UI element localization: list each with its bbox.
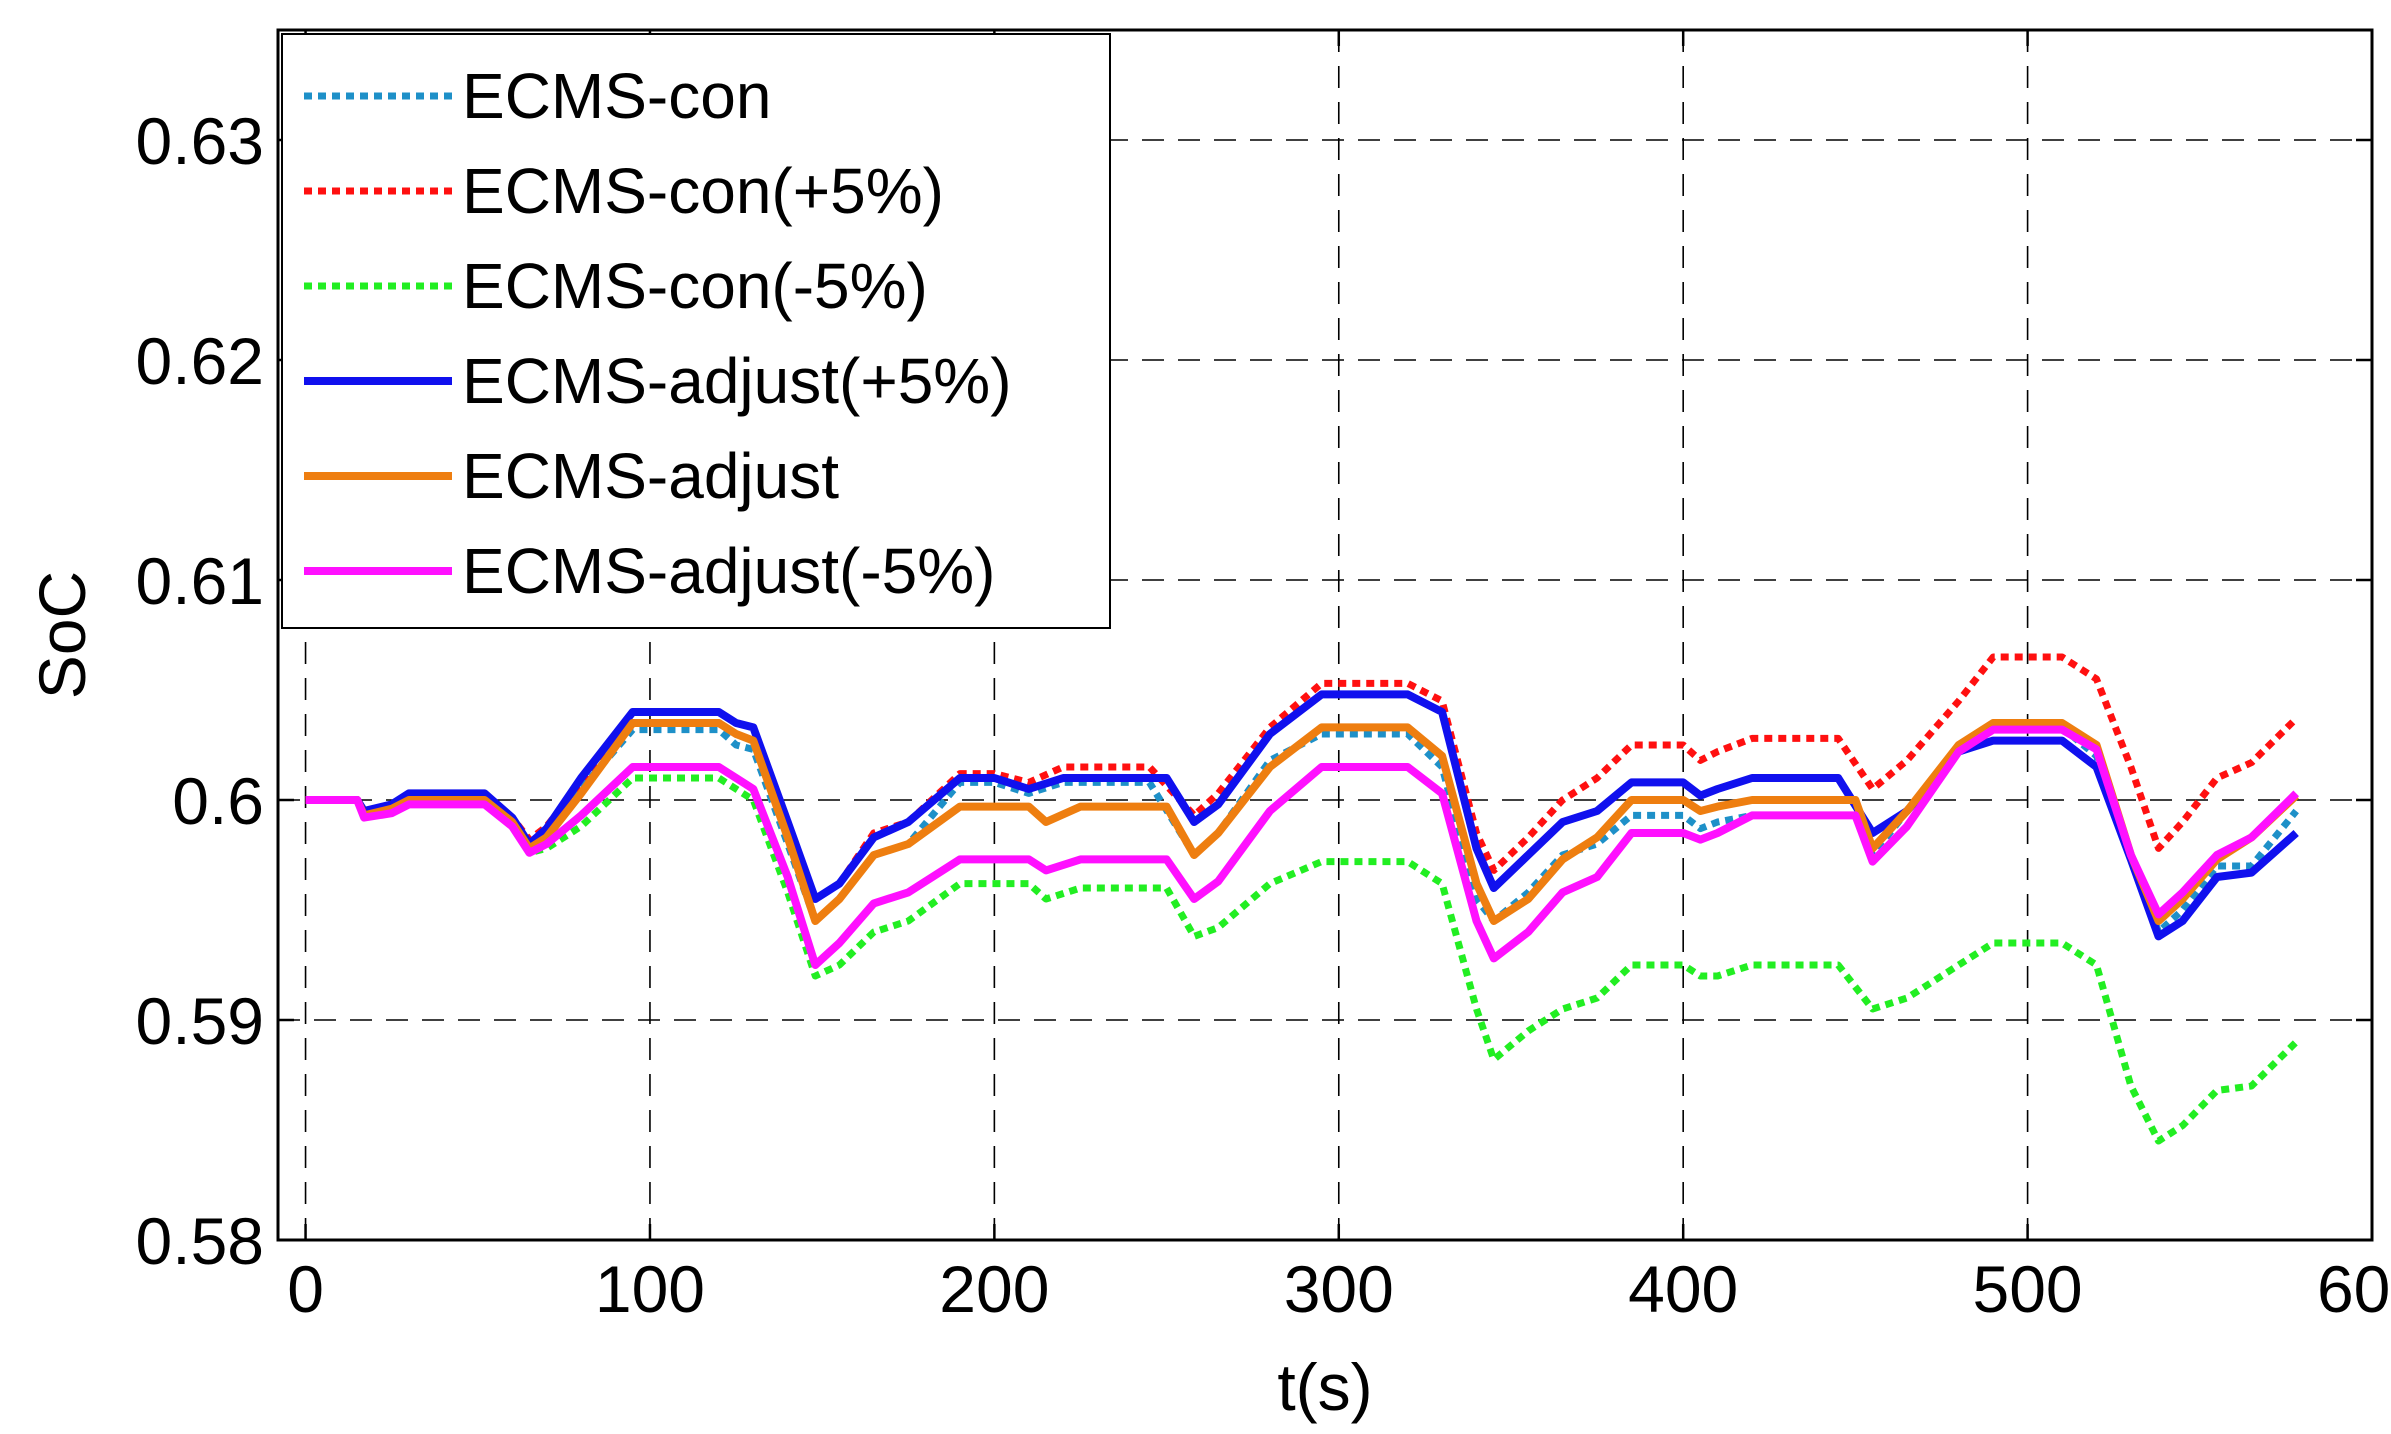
x-tick-label: 500 — [1973, 1252, 2083, 1326]
y-tick-label: 0.63 — [136, 104, 264, 178]
y-tick-label: 0.58 — [136, 1204, 264, 1278]
y-tick-label: 0.62 — [136, 324, 264, 398]
legend-label: ECMS-adjust — [462, 440, 839, 512]
legend-box — [281, 33, 1111, 629]
legend-label: ECMS-con(-5%) — [462, 250, 928, 322]
legend-label: ECMS-con(+5%) — [462, 155, 944, 227]
series-line-4 — [305, 719, 2299, 925]
x-tick-label: 300 — [1284, 1252, 1394, 1326]
y-axis-title: SoC — [25, 571, 99, 699]
series-line-2 — [305, 774, 2299, 1145]
series-line-1 — [305, 653, 2299, 903]
axis-ticks: 0 100 200 300 400 500 600 0.58 0.59 0.6 0.61 0.62 0.… — [136, 30, 2391, 1326]
legend-label: ECMS-adjust(-5%) — [462, 535, 995, 607]
y-tick-label: 0.61 — [136, 544, 264, 618]
x-tick-label: 200 — [939, 1252, 1049, 1326]
legend-label: ECMS-con — [462, 60, 771, 132]
y-tick-label: 0.59 — [136, 984, 264, 1058]
legend-label: ECMS-adjust(+5%) — [462, 345, 1012, 417]
x-tick-label: 400 — [1628, 1252, 1738, 1326]
series-lines — [305, 653, 2300, 1145]
x-tick-label: 100 — [595, 1252, 705, 1326]
legend: ECMS-con ECMS-con(+5%) ECMS-con(-5%) ECMS-a… — [281, 33, 1111, 629]
x-axis-title: t(s) — [1277, 1350, 1372, 1424]
y-tick-label: 0.6 — [172, 764, 264, 838]
plot-frame — [276, 28, 2374, 1242]
x-tick-label: 0 — [287, 1252, 324, 1326]
series-line-5 — [305, 725, 2300, 969]
x-tick-label: 600 — [2317, 1252, 2391, 1326]
